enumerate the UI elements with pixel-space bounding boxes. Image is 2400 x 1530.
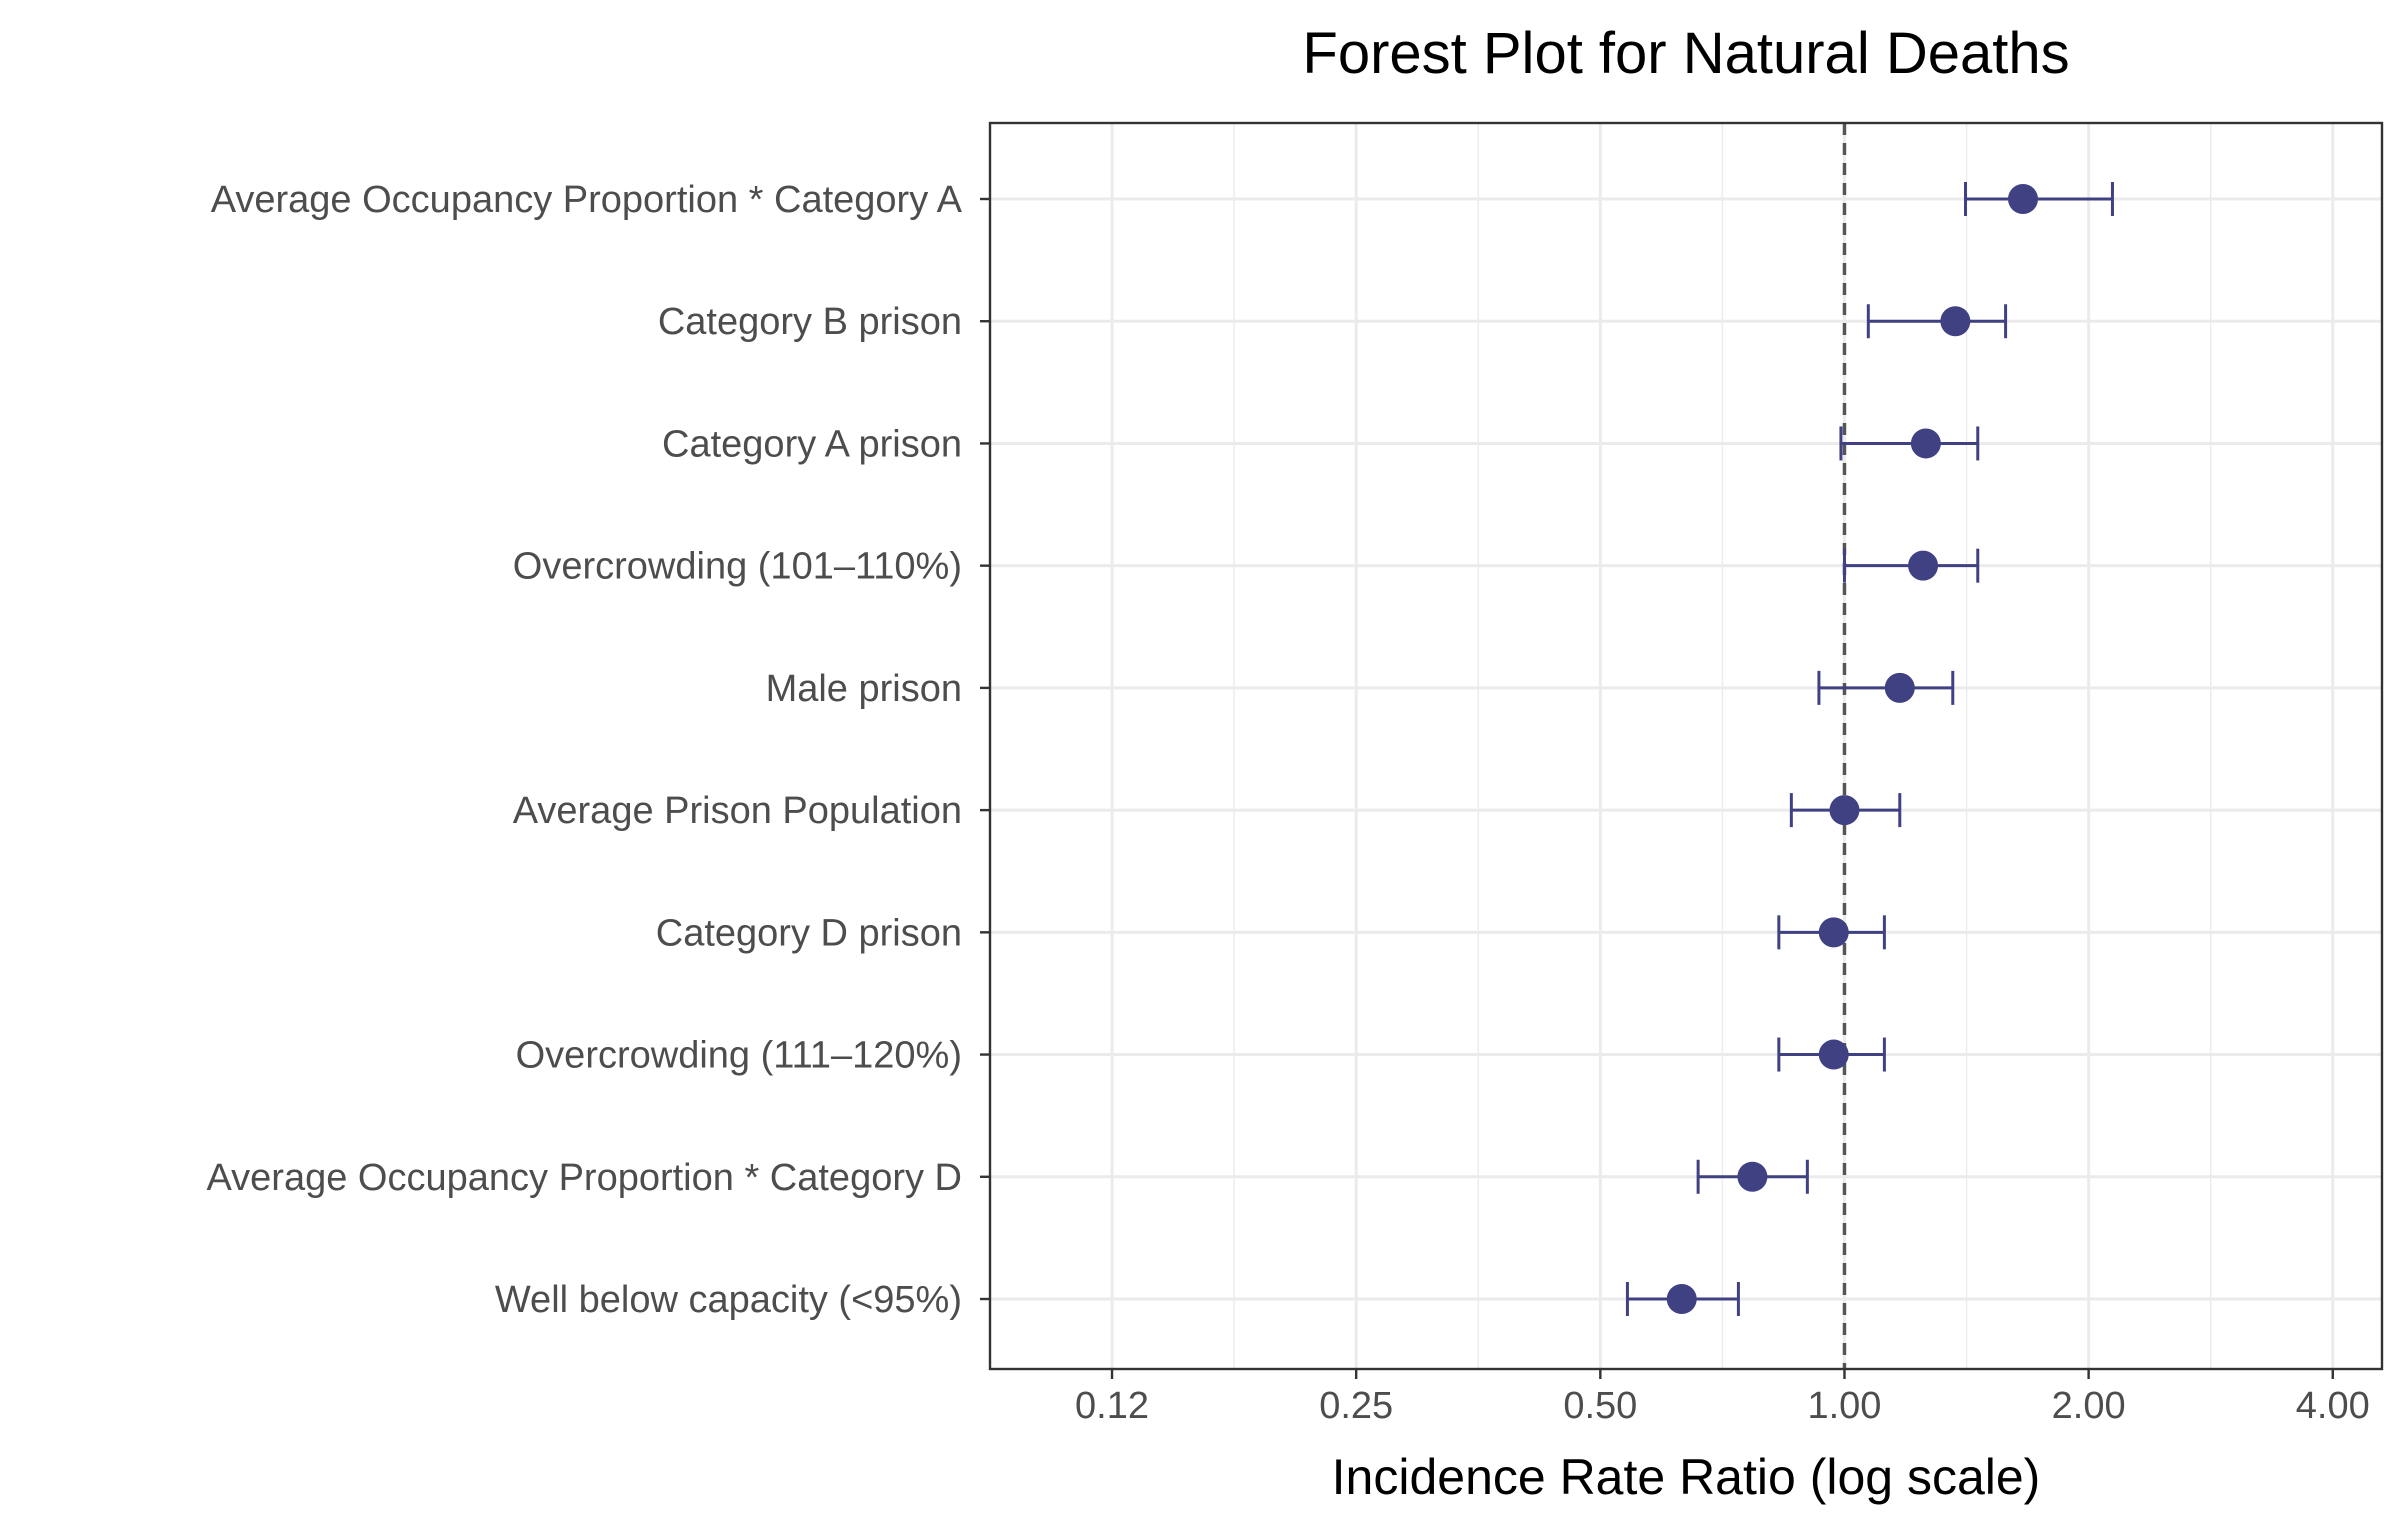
y-tick-label: Category D prison (656, 912, 962, 954)
x-tick-label: 0.25 (1319, 1385, 1393, 1427)
estimate-point (1910, 428, 1941, 459)
panel-border (988, 121, 2384, 1371)
y-tick-label: Well below capacity (<95%) (495, 1279, 962, 1321)
y-tick-label: Average Occupancy Proportion * Category … (207, 1157, 962, 1199)
estimate-point (2007, 184, 2038, 214)
estimate-point (1940, 306, 1971, 337)
x-tick-label: 0.50 (1563, 1385, 1637, 1427)
forest-row (1866, 304, 2008, 339)
forest-row (1696, 1159, 1809, 1194)
estimate-point (1818, 917, 1849, 948)
x-axis: 0.12 0.25 0.50 1.00 2.00 4.00 (1075, 1369, 2370, 1427)
forest-row (1839, 426, 1980, 461)
forest-row (1842, 548, 1980, 583)
data-marks (1625, 182, 2114, 1316)
x-axis-label: Incidence Rate Ratio (log scale) (1332, 1449, 2041, 1505)
x-tick-label: 1.00 (1807, 1385, 1881, 1427)
forest-row (1817, 670, 1955, 705)
x-tick-label: 0.12 (1075, 1385, 1149, 1427)
estimate-point (1908, 550, 1939, 581)
y-tick-label: Overcrowding (111–120%) (516, 1035, 962, 1077)
estimate-point (1737, 1161, 1768, 1192)
y-tick-label: Average Occupancy Proportion * Category … (211, 179, 963, 221)
x-tick-label: 2.00 (2052, 1385, 2126, 1427)
forest-row (1963, 182, 2114, 216)
estimate-point (1884, 672, 1915, 703)
estimate-point (1829, 795, 1860, 826)
forest-row (1777, 1037, 1886, 1072)
x-tick-label: 4.00 (2296, 1385, 2370, 1427)
y-axis: Average Occupancy Proportion * Category … (207, 179, 990, 1321)
y-tick-label: Category B prison (658, 301, 962, 343)
y-tick-label: Category A prison (662, 423, 962, 465)
y-tick-label: Male prison (766, 668, 962, 710)
gridlines (990, 123, 2382, 1369)
chart-title: Forest Plot for Natural Deaths (1302, 21, 2069, 86)
forest-row (1777, 915, 1886, 950)
estimate-point (1818, 1039, 1849, 1070)
forest-row (1625, 1282, 1740, 1316)
forest-row (1789, 793, 1902, 828)
estimate-point (1666, 1284, 1697, 1314)
y-tick-label: Average Prison Population (513, 790, 962, 832)
y-tick-label: Overcrowding (101–110%) (513, 546, 962, 588)
